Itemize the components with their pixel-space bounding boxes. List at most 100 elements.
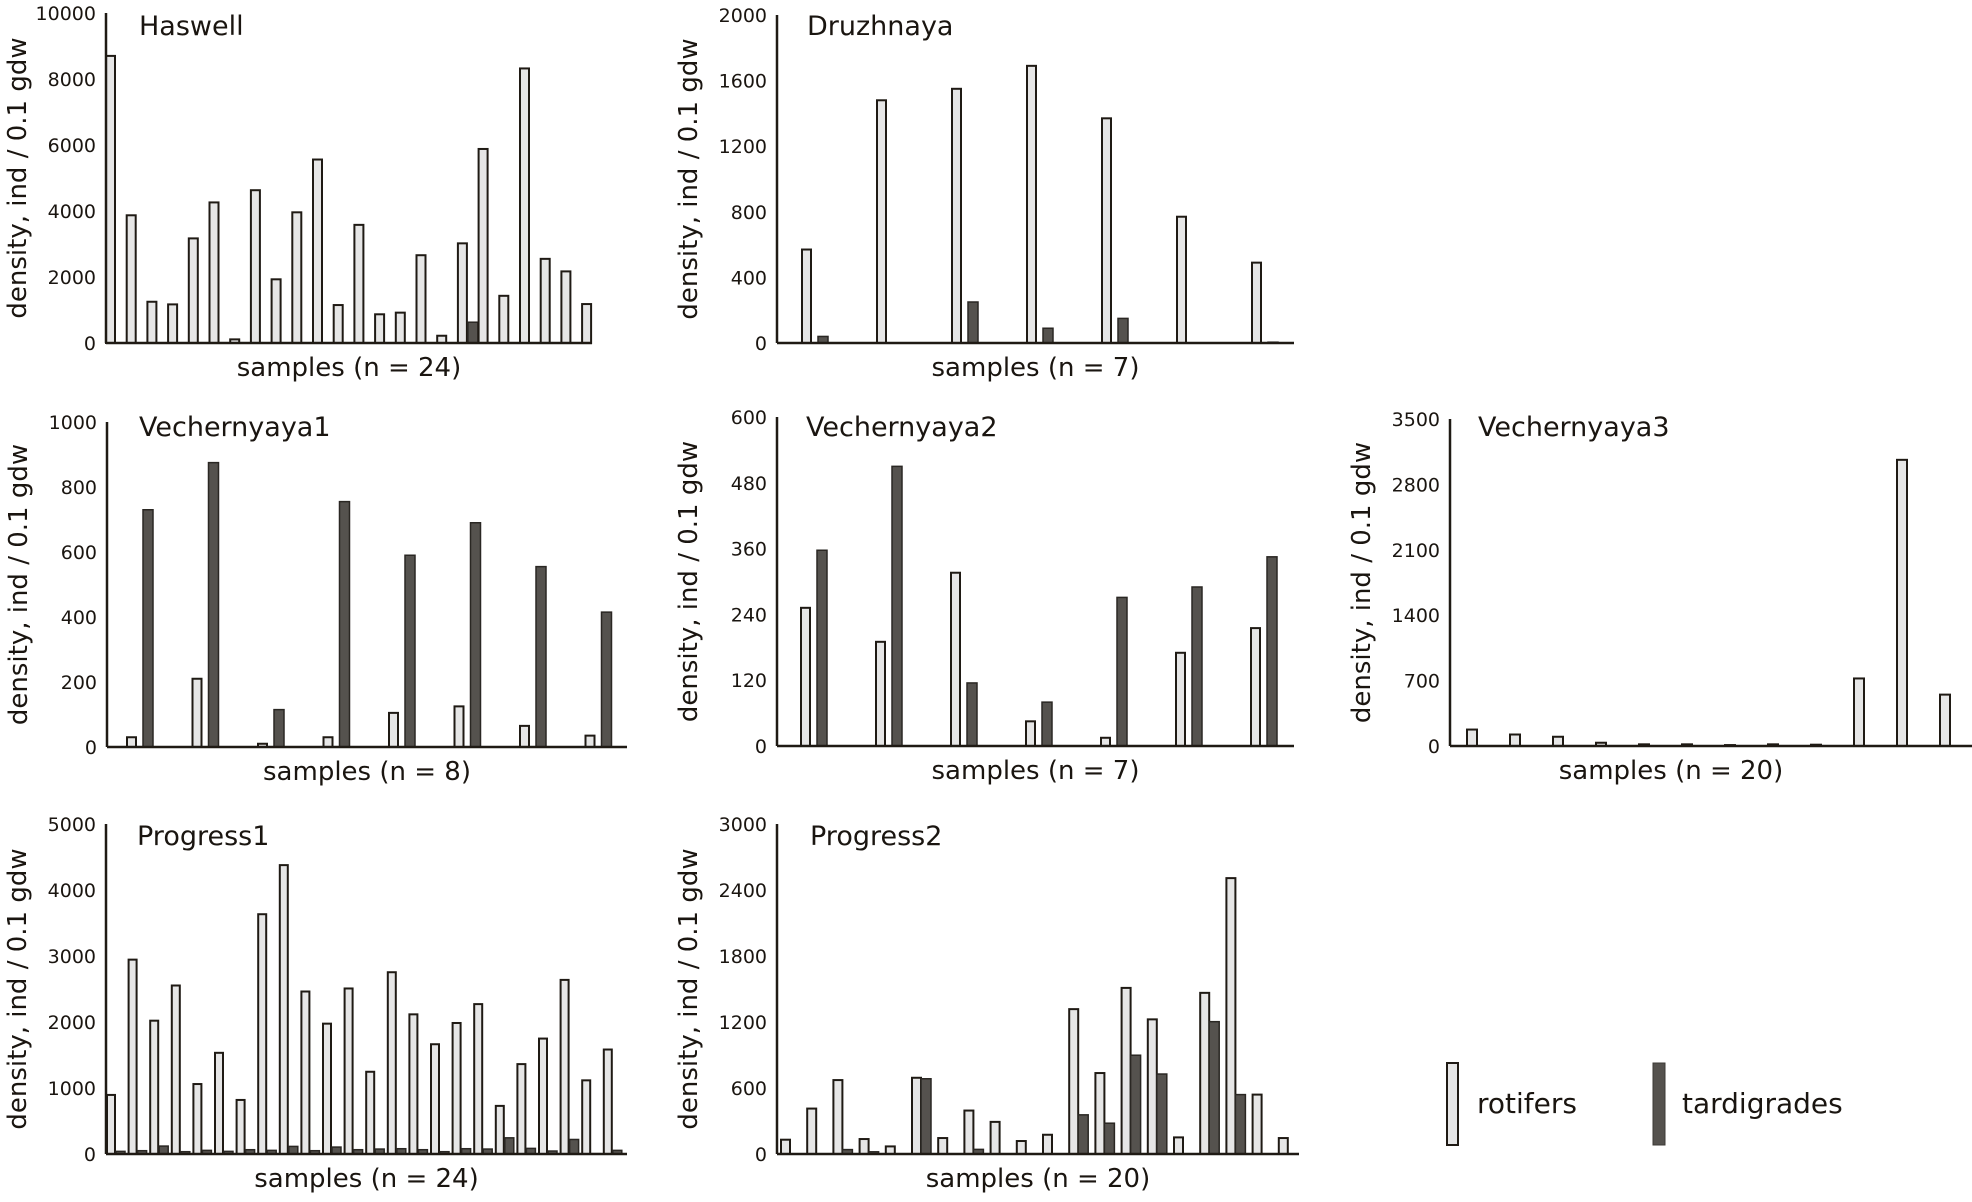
- x-axis-label: samples (n = 20): [1559, 756, 1784, 786]
- y-tick-label: 0: [85, 737, 97, 759]
- bar-tardigrades: [1266, 556, 1278, 747]
- bar-tardigrades: [1129, 1054, 1142, 1155]
- bar-rotifers: [494, 1104, 505, 1155]
- bar-rotifers: [1175, 651, 1186, 747]
- bar-rotifers: [801, 248, 812, 345]
- bar-rotifers: [1552, 735, 1564, 747]
- bar-rotifers: [498, 294, 510, 344]
- bar-rotifers: [214, 1051, 224, 1156]
- bar-rotifers: [408, 1013, 419, 1155]
- panel-title: Progress2: [810, 821, 942, 852]
- y-tick-label: 10000: [36, 3, 96, 25]
- y-tick-label: 120: [731, 670, 767, 692]
- y-tick-label: 0: [755, 736, 767, 758]
- y-tick-label: 6000: [48, 135, 96, 157]
- legend-label-rotifers: rotifers: [1477, 1087, 1577, 1120]
- legend-swatch-rotifers: [1446, 1062, 1459, 1146]
- bar-tardigrades: [1156, 1073, 1168, 1155]
- bar-rotifers: [950, 571, 961, 748]
- bar-rotifers: [235, 1098, 246, 1156]
- bar-tardigrades: [535, 565, 547, 748]
- bar-rotifers: [1068, 1008, 1080, 1155]
- y-tick-label: 2000: [719, 5, 767, 27]
- bar-tardigrades: [404, 554, 416, 748]
- bar-rotifers: [332, 304, 344, 344]
- bar-tardigrades: [568, 1138, 580, 1155]
- bar-rotifers: [806, 1107, 818, 1155]
- bar-tardigrades: [966, 682, 978, 747]
- y-tick-label: 5000: [48, 814, 96, 836]
- bar-tardigrades: [142, 509, 154, 748]
- y-tick-label: 2000: [48, 267, 96, 289]
- bar-rotifers: [353, 223, 365, 344]
- y-tick-label: 1000: [49, 412, 97, 434]
- bar-rotifers: [989, 1120, 1001, 1156]
- y-tick-label: 0: [1428, 736, 1440, 758]
- bar-rotifers: [149, 1019, 160, 1155]
- bar-rotifers: [1094, 1072, 1106, 1156]
- bar-rotifers: [1120, 986, 1132, 1156]
- bar-rotifers: [516, 1063, 527, 1156]
- bar-rotifers: [560, 270, 572, 345]
- y-tick-label: 0: [755, 333, 767, 355]
- bar-rotifers: [451, 1021, 462, 1155]
- bar-rotifers: [1250, 627, 1261, 748]
- bar-rotifers: [415, 254, 427, 344]
- x-axis-label: samples (n = 7): [932, 353, 1140, 383]
- bar-tardigrades: [1077, 1114, 1089, 1155]
- bar-rotifers: [951, 87, 962, 344]
- bar-rotifers: [322, 736, 334, 748]
- bar-rotifers: [519, 67, 530, 344]
- bar-tardigrades: [467, 321, 479, 344]
- x-axis-label: samples (n = 8): [263, 757, 471, 787]
- bar-rotifers: [1015, 1140, 1027, 1156]
- y-axis-label: density, ind / 0.1 gdw: [674, 38, 704, 319]
- bar-rotifers: [167, 303, 179, 345]
- y-axis-label: density, ind / 0.1 gdw: [674, 441, 704, 722]
- bar-rotifers: [1896, 458, 1908, 747]
- bar-rotifers: [1853, 677, 1865, 748]
- bar-tardigrades: [207, 461, 220, 748]
- y-tick-label: 240: [731, 604, 767, 626]
- y-tick-label: 600: [61, 542, 97, 564]
- bar-rotifers: [1225, 877, 1237, 1155]
- chart-panel-druzhnaya: 0 400 800 1200 1600 2000 Druzhnaya samples (n =…: [674, 5, 1294, 383]
- bar-rotifers: [1466, 728, 1478, 748]
- bar-tardigrades: [1041, 701, 1053, 747]
- chart-panel-progress1: 0 1000 2000 3000 4000 5000 Progress1 samples (n…: [3, 814, 627, 1194]
- panel-title: Progress1: [137, 821, 269, 852]
- bar-rotifers: [581, 303, 593, 344]
- bar-tardigrades: [1116, 596, 1128, 747]
- bar-rotifers: [127, 958, 138, 1155]
- bar-rotifers: [473, 1003, 484, 1156]
- y-tick-label: 400: [731, 267, 767, 289]
- bar-rotifers: [1026, 64, 1037, 344]
- bar-rotifers: [192, 1083, 203, 1156]
- bar-rotifers: [187, 237, 199, 344]
- x-axis-label: samples (n = 24): [254, 1164, 479, 1194]
- bar-rotifers: [519, 724, 530, 748]
- bar-rotifers: [125, 214, 137, 344]
- y-tick-label: 0: [755, 1144, 767, 1166]
- bar-rotifers: [1277, 1137, 1289, 1156]
- bar-rotifers: [257, 913, 268, 1155]
- bar-rotifers: [386, 971, 397, 1156]
- bar-tardigrades: [920, 1078, 932, 1155]
- panel-title: Vechernyaya3: [1478, 412, 1670, 443]
- y-tick-label: 2000: [48, 1012, 96, 1034]
- bar-rotifers: [278, 864, 289, 1155]
- y-tick-label: 1000: [48, 1078, 96, 1100]
- y-tick-label: 480: [731, 473, 767, 495]
- bar-rotifers: [388, 711, 399, 748]
- y-axis-label: density, ind / 0.1 gdw: [4, 444, 34, 725]
- y-tick-label: 700: [1404, 671, 1440, 693]
- bar-rotifers: [312, 158, 323, 344]
- bar-rotifers: [343, 987, 354, 1155]
- bar-rotifers: [858, 1138, 870, 1156]
- bar-rotifers: [559, 978, 570, 1156]
- bar-tardigrades: [816, 549, 828, 747]
- bar-rotifers: [394, 311, 406, 345]
- bar-tardigrades: [338, 500, 351, 748]
- bar-rotifers: [1509, 733, 1521, 748]
